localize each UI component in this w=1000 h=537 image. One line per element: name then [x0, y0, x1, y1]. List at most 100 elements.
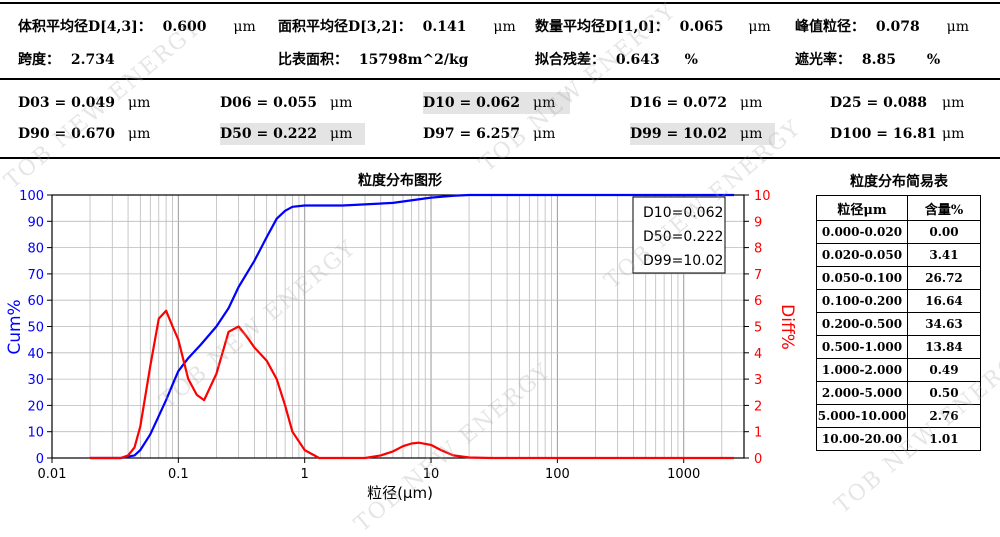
peak-value: 0.078: [875, 19, 920, 35]
table-header-content: 含量%: [907, 195, 981, 221]
y-tick-label-left: 30: [27, 373, 44, 388]
d-value-d03: D03 = 0.049 μm: [18, 92, 168, 114]
differential-curve: [90, 309, 734, 460]
d-value-text: D100 = 16.81: [830, 126, 937, 142]
y-axis-label-left: Cum%: [5, 299, 25, 354]
table-cell-content: 3.41: [907, 243, 981, 267]
mid-rule: [0, 78, 1000, 80]
num-mean-unit: μm: [748, 19, 771, 35]
num-mean-label: 数量平均径D[1,0]：: [535, 19, 669, 35]
table-header-row: 粒径μm 含量%: [816, 195, 981, 221]
obs-label: 遮光率：: [795, 52, 851, 68]
d-value-text: D97 = 6.257: [423, 126, 520, 142]
d-value-text: D03 = 0.049: [18, 95, 115, 111]
obs-unit: %: [926, 52, 941, 68]
table-cell-size: 0.020-0.050: [816, 243, 908, 267]
table-cell-size: 0.100-0.200: [816, 289, 908, 313]
d-value-d10: D10 = 0.062 μm: [423, 92, 570, 114]
d-value-d06: D06 = 0.055 μm: [220, 92, 370, 114]
obscuration: 遮光率： 8.85 %: [795, 49, 940, 69]
y-tick-label-left: 60: [27, 294, 44, 309]
table-cell-content: 2.76: [907, 404, 981, 428]
table-row: 0.020-0.050 3.41: [816, 243, 981, 267]
table-cell-content: 0.49: [907, 358, 981, 382]
d-value-unit: μm: [533, 95, 556, 111]
annotation-d99: D99=10.02: [643, 253, 723, 269]
table-row: 0.100-0.200 16.64: [816, 289, 981, 313]
span: 跨度： 2.734: [18, 49, 115, 69]
table-cell-content: 16.64: [907, 289, 981, 313]
x-tick-label: 0.1: [168, 467, 189, 482]
table-cell-size: 1.000-2.000: [816, 358, 908, 382]
table-cell-content: 0.50: [907, 381, 981, 405]
chart-ticks: 0.01 0.1 1 10 100 100001020304050607080901000…: [19, 189, 770, 482]
peak-unit: μm: [946, 19, 969, 35]
annotation-d10: D10=0.062: [643, 205, 723, 221]
top-rule: [0, 2, 1000, 4]
fit-value: 0.643: [615, 52, 660, 68]
table-cell-size: 10.00-20.00: [816, 427, 908, 451]
surf-mean-value: 0.141: [422, 19, 467, 35]
vol-mean-label: 体积平均径D[4,3]：: [18, 19, 152, 35]
table-cell-content: 1.01: [907, 427, 981, 451]
d-value-unit: μm: [942, 95, 965, 111]
chart-curves: [90, 193, 734, 460]
table-row: 10.00-20.00 1.01: [816, 427, 981, 451]
y-tick-label-left: 10: [27, 426, 44, 441]
surf-mean-unit: μm: [493, 19, 516, 35]
d-value-d97: D97 = 6.257 μm: [423, 123, 573, 145]
y-tick-label-left: 50: [27, 321, 44, 336]
d-value-unit: μm: [533, 126, 556, 142]
x-tick-label: 10: [423, 467, 440, 482]
annotation-d50: D50=0.222: [643, 229, 723, 245]
table-row: 1.000-2.000 0.49: [816, 358, 981, 382]
x-tick-label: 0.01: [38, 467, 67, 482]
d-value-text: D06 = 0.055: [220, 95, 317, 111]
d-value-d100: D100 = 16.81 μm: [830, 123, 980, 145]
num-mean-value: 0.065: [679, 19, 724, 35]
d-value-unit: μm: [330, 126, 353, 142]
d-value-text: D10 = 0.062: [423, 95, 520, 111]
d-value-unit: μm: [740, 126, 763, 142]
cumulative-curve: [90, 193, 734, 460]
y-tick-label-right: 0: [754, 452, 762, 467]
y-tick-label-left: 40: [27, 347, 44, 362]
table-title: 粒度分布简易表: [850, 174, 948, 190]
table-cell-content: 0.00: [907, 220, 981, 244]
table-cell-size: 0.000-0.020: [816, 220, 908, 244]
annotation-box: D10=0.062 D50=0.222 D99=10.02: [632, 196, 726, 274]
table-cell-content: 34.63: [907, 312, 981, 336]
d-value-text: D16 = 0.072: [630, 95, 727, 111]
y-tick-label-right: 1: [754, 426, 762, 441]
x-tick-label: 1: [301, 467, 309, 482]
particle-size-chart: 粒度分布图形 0.01 0.1 1 10 100 10000102030405060708…: [5, 172, 797, 502]
table-cell-size: 0.500-1.000: [816, 335, 908, 359]
d-value-unit: μm: [128, 95, 151, 111]
y-tick-label-right: 5: [754, 321, 762, 336]
y-tick-label-right: 7: [754, 268, 762, 283]
vol-mean-value: 0.600: [162, 19, 207, 35]
y-tick-label-left: 20: [27, 399, 44, 414]
span-value: 2.734: [70, 52, 115, 68]
fit-unit: %: [684, 52, 698, 68]
x-axis-label: 粒径(μm): [367, 484, 433, 502]
vol-mean-unit: μm: [233, 19, 256, 35]
num-mean: 数量平均径D[1,0]： 0.065 μm: [535, 16, 771, 36]
x-tick-label: 1000: [667, 467, 700, 482]
y-tick-label-right: 10: [754, 189, 771, 204]
table-row: 0.200-0.500 34.63: [816, 312, 981, 336]
peak-label: 峰值粒径：: [795, 19, 865, 35]
table-cell-size: 0.200-0.500: [816, 312, 908, 336]
lower-rule: [0, 157, 1000, 159]
d-value-unit: μm: [740, 95, 763, 111]
table-cell-size: 5.000-10.000: [816, 404, 908, 428]
span-label: 跨度：: [18, 52, 60, 68]
chart-grid: [51, 195, 745, 458]
d-value-text: D90 = 0.670: [18, 126, 115, 142]
surf-mean: 面积平均径D[3,2]： 0.141 μm: [278, 16, 516, 36]
table-cell-size: 0.050-0.100: [816, 266, 908, 290]
chart-title: 粒度分布图形: [358, 172, 442, 189]
ssa: 比表面积： 15798m^2/kg: [278, 49, 468, 69]
y-tick-label-right: 8: [754, 242, 762, 257]
d-value-unit: μm: [128, 126, 151, 142]
